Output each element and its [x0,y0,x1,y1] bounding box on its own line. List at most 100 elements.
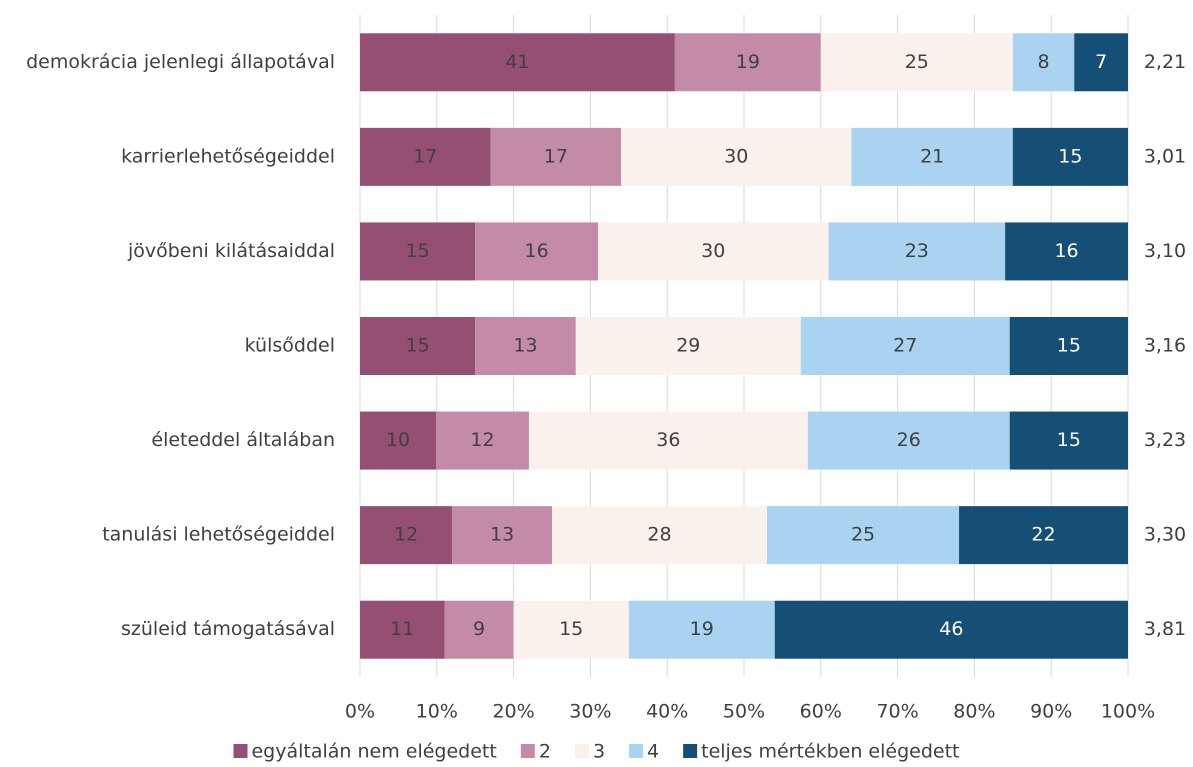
data-label: 23 [905,240,929,262]
row-label: 3,81 [1144,618,1186,640]
row-label: 3,10 [1144,240,1186,262]
data-label: 29 [676,335,700,357]
row-label: 3,30 [1144,524,1186,546]
bar-segment [360,127,491,186]
data-label: 8 [1037,51,1049,73]
bar-segment [360,600,445,659]
bar-segment [360,411,437,470]
bar-segment [552,506,768,565]
data-label: 19 [736,51,760,73]
category-label: külsőddel [245,335,335,357]
bar-segment [1012,33,1075,92]
x-tick-label: 50% [723,701,765,723]
row-label: 3,16 [1144,335,1186,357]
bar-segment [1009,411,1128,470]
data-label: 17 [413,145,437,167]
data-label: 36 [656,429,680,451]
category-label: szüleid támogatásával [121,618,335,640]
data-label: 17 [544,145,568,167]
data-label: 12 [394,524,418,546]
bar-segment [360,317,476,375]
category-label: életeddel általában [151,429,335,451]
data-label: 16 [1054,240,1078,262]
data-label: 46 [939,618,963,640]
data-label: 10 [386,429,410,451]
data-label: 15 [1057,429,1081,451]
data-label: 15 [406,335,430,357]
category-label: demokrácia jelenlegi állapotával [26,51,335,73]
bar-segment [1009,317,1128,375]
data-label: 27 [893,335,917,357]
bar-segment [828,222,1006,281]
x-tick-label: 20% [492,701,534,723]
bar-segment [851,127,1013,186]
legend-label: 4 [647,741,659,763]
bar-segment [360,506,453,565]
category-label: tanulási lehetőségeiddel [102,524,335,546]
bar-segment [475,317,576,375]
data-label: 15 [406,240,430,262]
category-label: jövőbeni kilátásaiddal [127,240,335,262]
bar-segment [444,600,514,659]
bar-segment [360,33,675,92]
x-tick-label: 80% [953,701,995,723]
bar-segment [1012,127,1128,186]
bar-segment [628,600,775,659]
legend-label: 3 [593,741,605,763]
legend-label: 2 [539,741,551,763]
data-label: 22 [1031,524,1055,546]
data-label: 13 [513,335,537,357]
row-label: 3,01 [1144,145,1186,167]
bar-segment [959,506,1128,565]
data-label: 41 [505,51,529,73]
data-label: 28 [647,524,671,546]
bar-segment [436,411,529,470]
bar-segment [820,33,1013,92]
bar-segment [800,317,1010,375]
bar-segment [528,411,808,470]
data-label: 7 [1095,51,1107,73]
data-label: 30 [701,240,725,262]
row-label: 3,23 [1144,429,1186,451]
x-tick-label: 0% [345,701,375,723]
bar-segment [360,222,476,281]
x-tick-label: 70% [876,701,918,723]
bar-segment [807,411,1010,470]
data-label: 15 [559,618,583,640]
data-label: 30 [724,145,748,167]
legend-label: teljes mértékben elégedett [701,741,959,763]
legend-swatch [574,744,589,758]
row-label: 2,21 [1144,51,1186,73]
data-label: 15 [1057,335,1081,357]
bar-segment [621,127,852,186]
bar-segment [674,33,821,92]
data-label: 19 [690,618,714,640]
data-label: 9 [473,618,485,640]
x-tick-label: 60% [800,701,842,723]
legend-swatch [683,744,698,758]
legend-swatch [520,744,535,758]
data-label: 26 [897,429,921,451]
data-label: 25 [905,51,929,73]
category-label: karrierlehetőségeiddel [121,145,335,167]
bar-segment [575,317,801,375]
bar-segment [490,127,622,186]
bar-segment [1005,222,1128,281]
x-tick-label: 90% [1030,701,1072,723]
bar-segment [767,506,960,565]
data-label: 16 [525,240,549,262]
bar-segment [1074,33,1128,92]
data-label: 11 [390,618,414,640]
legend-label: egyáltalán nem elégedett [251,741,496,763]
x-tick-label: 10% [416,701,458,723]
legend-swatch [233,744,248,758]
data-label: 21 [920,145,944,167]
data-label: 13 [490,524,514,546]
legend-swatch [629,744,644,758]
data-label: 25 [851,524,875,546]
x-tick-label: 100% [1101,701,1155,723]
data-label: 15 [1058,145,1082,167]
bar-segment [598,222,829,281]
x-tick-label: 40% [646,701,688,723]
